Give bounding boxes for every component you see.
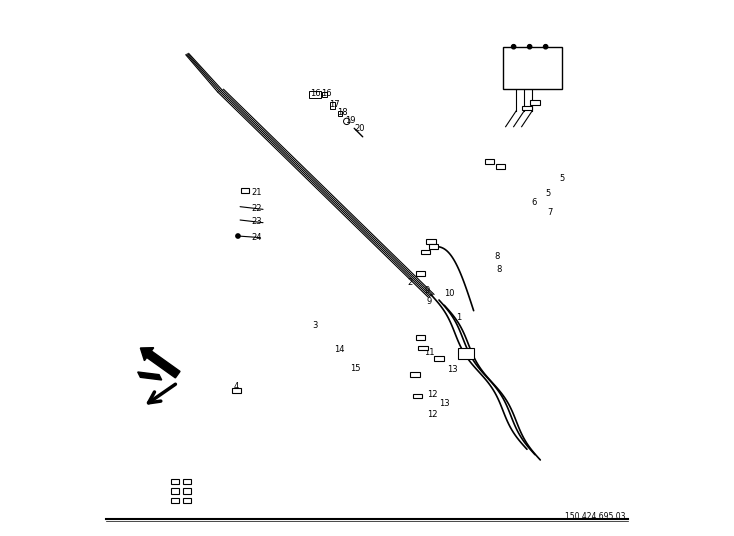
Text: 12: 12 xyxy=(427,410,437,419)
Text: 17: 17 xyxy=(329,100,339,109)
Text: 21: 21 xyxy=(251,188,262,197)
Text: 22: 22 xyxy=(251,204,262,213)
Text: 3: 3 xyxy=(313,321,318,330)
Text: 2: 2 xyxy=(407,278,413,287)
Bar xyxy=(183,479,191,484)
Bar xyxy=(241,188,250,193)
Text: 9: 9 xyxy=(424,286,429,295)
Circle shape xyxy=(512,44,516,49)
Text: 8: 8 xyxy=(494,252,499,261)
Text: 16: 16 xyxy=(310,89,321,98)
Text: 150 424 695 03: 150 424 695 03 xyxy=(565,512,625,522)
Text: 1: 1 xyxy=(457,313,462,322)
FancyBboxPatch shape xyxy=(503,47,562,90)
Text: 8: 8 xyxy=(497,265,502,273)
Bar xyxy=(426,239,436,244)
Text: 11: 11 xyxy=(424,348,435,357)
Text: 12: 12 xyxy=(427,390,437,399)
Bar xyxy=(321,92,327,98)
Text: 9: 9 xyxy=(426,297,432,306)
Polygon shape xyxy=(138,372,161,380)
Text: 5: 5 xyxy=(559,174,564,183)
Circle shape xyxy=(528,44,531,49)
Bar xyxy=(413,393,423,398)
Text: 7: 7 xyxy=(548,207,553,217)
Bar xyxy=(410,372,420,377)
Bar xyxy=(415,271,425,276)
Bar xyxy=(171,488,179,494)
Text: 23: 23 xyxy=(251,217,262,226)
Bar xyxy=(421,250,430,255)
Bar xyxy=(485,159,495,164)
Text: 5: 5 xyxy=(545,189,551,198)
Bar xyxy=(183,488,191,494)
Text: 6: 6 xyxy=(531,198,537,207)
Bar xyxy=(495,165,505,169)
Circle shape xyxy=(543,44,548,49)
Circle shape xyxy=(344,118,350,124)
Text: 10: 10 xyxy=(444,289,455,298)
Bar xyxy=(530,100,539,105)
Bar xyxy=(522,106,531,110)
Text: 16: 16 xyxy=(321,89,331,98)
Bar xyxy=(338,111,342,116)
Text: 13: 13 xyxy=(439,399,450,408)
Bar xyxy=(231,388,241,393)
Text: 19: 19 xyxy=(344,116,355,125)
Bar xyxy=(171,498,179,503)
Bar xyxy=(330,102,335,109)
Bar xyxy=(310,91,321,99)
Bar xyxy=(415,335,425,340)
Text: 14: 14 xyxy=(334,345,344,354)
Bar xyxy=(435,356,444,361)
Text: 20: 20 xyxy=(355,124,365,133)
Text: 13: 13 xyxy=(447,365,457,374)
Text: 15: 15 xyxy=(350,364,360,373)
FancyArrow shape xyxy=(140,348,180,378)
Bar xyxy=(171,479,179,484)
Text: 18: 18 xyxy=(337,108,347,117)
Text: 4: 4 xyxy=(233,382,239,391)
Circle shape xyxy=(236,234,240,238)
Bar xyxy=(418,346,428,351)
Bar xyxy=(183,498,191,503)
Text: 24: 24 xyxy=(251,233,262,242)
Bar xyxy=(429,244,438,249)
Bar xyxy=(457,348,473,359)
